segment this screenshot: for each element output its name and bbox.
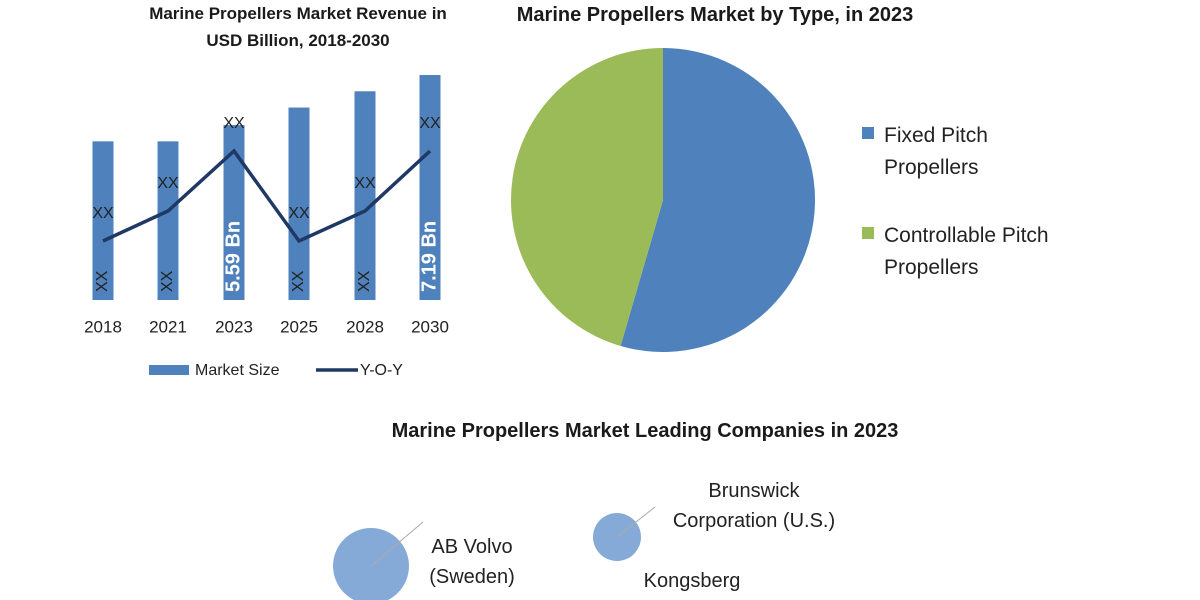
line-value-label: XX [223, 115, 245, 132]
bar [288, 107, 310, 301]
line-value-label: XX [92, 205, 114, 222]
bar-value-label: XX [94, 270, 111, 292]
legend-swatch [862, 127, 874, 139]
legend-label: Y-O-Y [360, 362, 403, 379]
chart-title: Marine Propellers Market by Type, in 202… [516, 4, 914, 26]
line-value-label: XX [419, 115, 441, 132]
bubble-label: Kongsberg [643, 570, 741, 592]
bar-value-label: 5.59 Bn [222, 221, 244, 292]
x-tick-label: 2018 [84, 317, 122, 336]
pie-slice [620, 48, 815, 352]
bubble-label: AB Volvo (Sweden) [429, 536, 515, 588]
connector [616, 506, 656, 538]
yoy-line [102, 148, 432, 244]
pie-slice [511, 48, 663, 346]
bubble-label: Brunswick Corporation (U.S.) [672, 480, 836, 532]
x-tick-label: 2021 [149, 317, 187, 336]
x-tick-label: 2028 [346, 317, 384, 336]
bar [354, 91, 376, 300]
connector [370, 521, 424, 567]
bar [223, 125, 245, 300]
bar-value-label: 7.19 Bn [418, 221, 440, 292]
legend-swatch [862, 227, 874, 239]
bar [92, 141, 114, 300]
bar [157, 141, 179, 300]
chart-title: Marine Propellers Market Revenue in USD … [149, 4, 447, 50]
bar [419, 75, 441, 300]
x-tick-label: 2023 [215, 317, 253, 336]
legend-label: Market Size [195, 362, 280, 379]
legend-label: Fixed Pitch Propellers [884, 124, 988, 179]
bar-value-label: XX [290, 270, 307, 292]
line-value-label: XX [354, 175, 376, 192]
legend-swatch [149, 365, 189, 375]
line-value-label: XX [288, 205, 310, 222]
chart-title: Marine Propellers Market Leading Compani… [391, 420, 899, 442]
legend-label: Controllable Pitch Propellers [884, 224, 1049, 279]
x-tick-label: 2030 [411, 317, 449, 336]
bar-value-label: XX [159, 270, 176, 292]
company-bubble [333, 528, 409, 600]
line-value-label: XX [157, 175, 179, 192]
x-tick-label: 2025 [280, 317, 318, 336]
bar-value-label: XX [356, 270, 373, 292]
